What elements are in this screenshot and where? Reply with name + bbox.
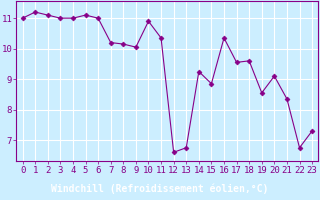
Text: Windchill (Refroidissement éolien,°C): Windchill (Refroidissement éolien,°C) <box>51 183 269 194</box>
